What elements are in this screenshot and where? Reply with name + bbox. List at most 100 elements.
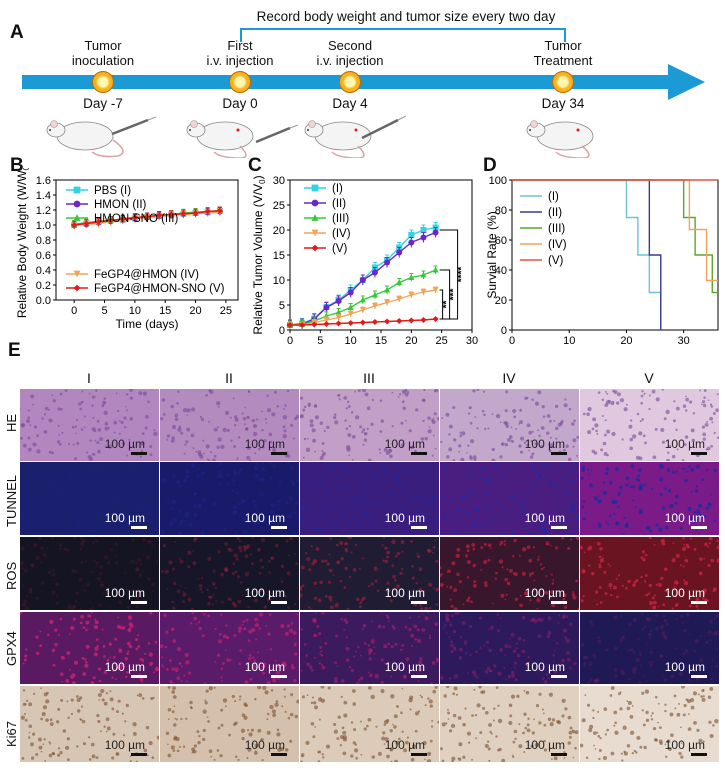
x-tick-label: 0 xyxy=(71,305,77,317)
histology-image: 100 µm xyxy=(440,686,579,762)
tissue-texture xyxy=(440,686,579,762)
legend-label: (II) xyxy=(548,207,562,219)
timeline-marker xyxy=(229,71,251,93)
data-point xyxy=(180,210,187,217)
scale-bar-label: 100 µm xyxy=(104,660,145,674)
event-label-treatment: Tumor Treatment xyxy=(533,38,593,68)
histology-image: 100 µm xyxy=(300,686,439,762)
significance-bracket xyxy=(439,269,451,320)
histology-image: 100 µm xyxy=(20,389,159,461)
scale-bar xyxy=(411,601,427,604)
histology-image: 100 µm xyxy=(20,612,159,684)
data-point xyxy=(420,289,427,295)
data-point xyxy=(420,271,427,278)
data-point xyxy=(311,184,319,192)
panel-letter-b: B xyxy=(10,155,24,176)
scale-bar xyxy=(271,452,287,455)
x-tick-label: 10 xyxy=(129,305,141,317)
scale-bar-label: 100 µm xyxy=(664,738,705,752)
data-point xyxy=(408,317,415,324)
x-tick-label: 25 xyxy=(436,335,448,344)
panel-letter-e: E xyxy=(8,340,21,361)
column-header: I xyxy=(87,370,91,386)
mouse-illustration xyxy=(304,115,407,158)
scale-bar-label: 100 µm xyxy=(244,511,285,525)
data-point xyxy=(323,321,330,327)
data-point xyxy=(371,291,378,298)
tissue-texture xyxy=(580,686,719,762)
histology-image: 100 µm xyxy=(160,612,299,684)
tissue-texture xyxy=(20,687,159,762)
y-tick-label: 15 xyxy=(273,250,285,262)
timeline-marker xyxy=(552,71,574,93)
column-header: V xyxy=(644,370,654,386)
data-point xyxy=(347,311,354,317)
tissue-texture xyxy=(300,389,439,461)
legend-label: (I) xyxy=(548,191,559,203)
data-point xyxy=(371,319,378,325)
data-point xyxy=(384,299,391,306)
legend-label: HMON-SNO (III) xyxy=(94,213,178,225)
row-header: GPX4 xyxy=(4,631,19,666)
scale-bar-label: 100 µm xyxy=(384,437,425,451)
histology-image: 100 µm xyxy=(20,462,159,535)
data-point xyxy=(396,279,403,285)
tissue-texture xyxy=(300,686,439,762)
data-point xyxy=(311,244,319,252)
data-point xyxy=(432,287,439,293)
tissue-texture xyxy=(160,389,299,461)
tissue-texture xyxy=(20,389,158,461)
data-point xyxy=(168,211,175,218)
scale-bar xyxy=(551,753,567,756)
legend-label: (III) xyxy=(548,223,565,235)
tissue-texture xyxy=(300,537,439,610)
tissue-texture xyxy=(582,389,719,461)
scale-bar xyxy=(551,452,567,455)
data-point xyxy=(359,307,366,313)
scale-bar-label: 100 µm xyxy=(664,660,705,674)
scale-bar xyxy=(131,452,147,455)
tissue-texture xyxy=(160,612,299,684)
y-axis-label: Relative Tumor Volume (V/V0) xyxy=(251,175,267,334)
y-tick-label: 0 xyxy=(501,325,507,337)
data-point xyxy=(287,322,293,328)
data-point xyxy=(371,269,378,276)
scale-bar xyxy=(131,675,147,678)
event-label-second-injection: Second i.v. injection xyxy=(316,38,384,68)
y-tick-label: 0.6 xyxy=(36,250,51,262)
row-header: TUNNEL xyxy=(4,474,19,527)
legend-label: PBS (I) xyxy=(94,185,131,197)
legend-label: (V) xyxy=(548,255,564,267)
data-point xyxy=(73,200,81,208)
x-tick-label: 20 xyxy=(620,335,632,344)
data-point xyxy=(335,309,342,315)
row-header: ROS xyxy=(4,561,19,590)
data-point xyxy=(119,216,126,222)
x-tick-label: 20 xyxy=(189,305,201,317)
x-tick-label: 20 xyxy=(405,335,417,344)
y-tick-label: 1.2 xyxy=(36,205,51,217)
y-tick-label: 0.8 xyxy=(36,235,51,247)
x-tick-label: 10 xyxy=(563,335,575,344)
scale-bar-label: 100 µm xyxy=(104,437,145,451)
histology-image: 100 µm xyxy=(580,389,719,461)
scale-bar xyxy=(691,601,707,604)
data-point xyxy=(396,249,403,256)
x-tick-label: 0 xyxy=(509,335,515,344)
data-point xyxy=(420,317,427,323)
scale-bar-label: 100 µm xyxy=(244,660,285,674)
scale-bar-label: 100 µm xyxy=(524,660,565,674)
data-point xyxy=(323,317,330,323)
histology-image: 100 µm xyxy=(300,612,439,684)
data-point xyxy=(384,259,391,266)
scale-bar-label: 100 µm xyxy=(244,586,285,600)
histology-image: 100 µm xyxy=(20,686,159,762)
scale-bar-label: 100 µm xyxy=(104,511,145,525)
scale-bar xyxy=(411,675,427,678)
data-point xyxy=(420,227,427,233)
tissue-texture xyxy=(440,537,579,610)
scale-bar-label: 100 µm xyxy=(524,511,565,525)
timeline-marker xyxy=(339,71,361,93)
data-point xyxy=(420,234,427,241)
data-point xyxy=(131,214,138,221)
